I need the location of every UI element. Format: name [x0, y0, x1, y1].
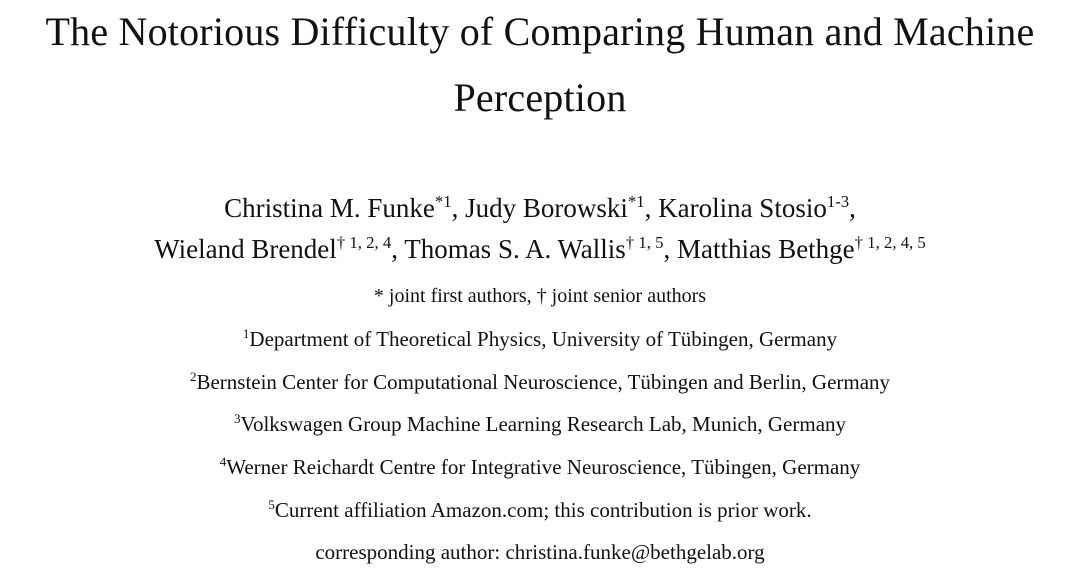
author-line-2: Wieland Brendel† 1, 2, 4, Thomas S. A. W…: [154, 232, 926, 264]
affiliation-4: 4Werner Reichardt Centre for Integrative…: [219, 454, 861, 479]
corresponding-author: corresponding author: christina.funke@be…: [315, 540, 765, 564]
author-line-1: Christina M. Funke*1, Judy Borowski*1, K…: [224, 191, 856, 223]
affiliation-3: 3Volkswagen Group Machine Learning Resea…: [233, 411, 847, 436]
affiliation-5: 5Current affiliation Amazon.com; this co…: [268, 497, 812, 522]
paper-title-line-2: Perception: [453, 75, 627, 120]
author: Christina M. Funke*1: [224, 191, 452, 223]
author: Karolina Stosio1-3: [658, 191, 850, 223]
paper-title-line-1: The Notorious Difficulty of Comparing Hu…: [45, 9, 1035, 54]
author-note: * joint first authors, † joint senior au…: [373, 285, 707, 307]
author: Wieland Brendel† 1, 2, 4: [154, 232, 392, 264]
author: Thomas S. A. Wallis† 1, 5: [404, 232, 664, 264]
affiliation-2: 2Bernstein Center for Computational Neur…: [189, 369, 891, 394]
author: Judy Borowski*1: [465, 191, 645, 223]
author: Matthias Bethge† 1, 2, 4, 5: [676, 232, 926, 264]
affiliation-1: 1Department of Theoretical Physics, Univ…: [242, 326, 838, 351]
